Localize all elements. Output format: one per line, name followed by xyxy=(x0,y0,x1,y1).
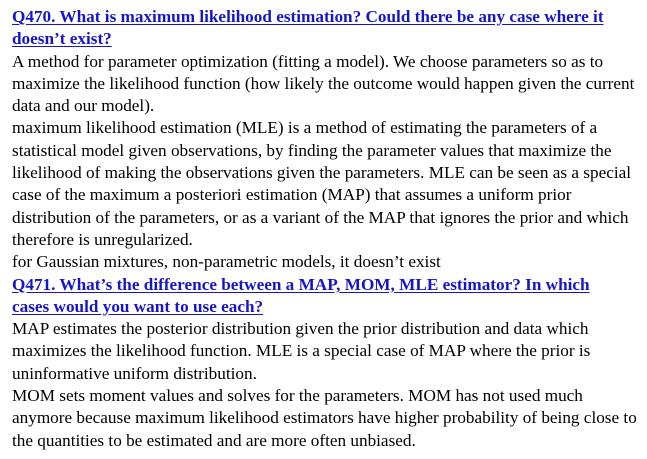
answer-paragraph: maximum likelihood estimation (MLE) is a… xyxy=(12,118,632,249)
answer-paragraph: MAP estimates the posterior distribution… xyxy=(12,319,591,383)
answer-paragraph: for Gaussian mixtures, non-parametric mo… xyxy=(12,252,441,272)
question-link-q470[interactable]: Q470. What is maximum likelihood estimat… xyxy=(12,7,604,49)
qa-section-q471: Q471. What’s the difference between a MA… xyxy=(12,274,647,452)
answer-paragraph: MOM sets moment values and solves for th… xyxy=(12,386,637,450)
question-link-q471[interactable]: Q471. What’s the difference between a MA… xyxy=(12,274,590,316)
qa-section-q470: Q470. What is maximum likelihood estimat… xyxy=(12,6,647,274)
answer-paragraph: A method for parameter optimization (fit… xyxy=(12,51,635,116)
